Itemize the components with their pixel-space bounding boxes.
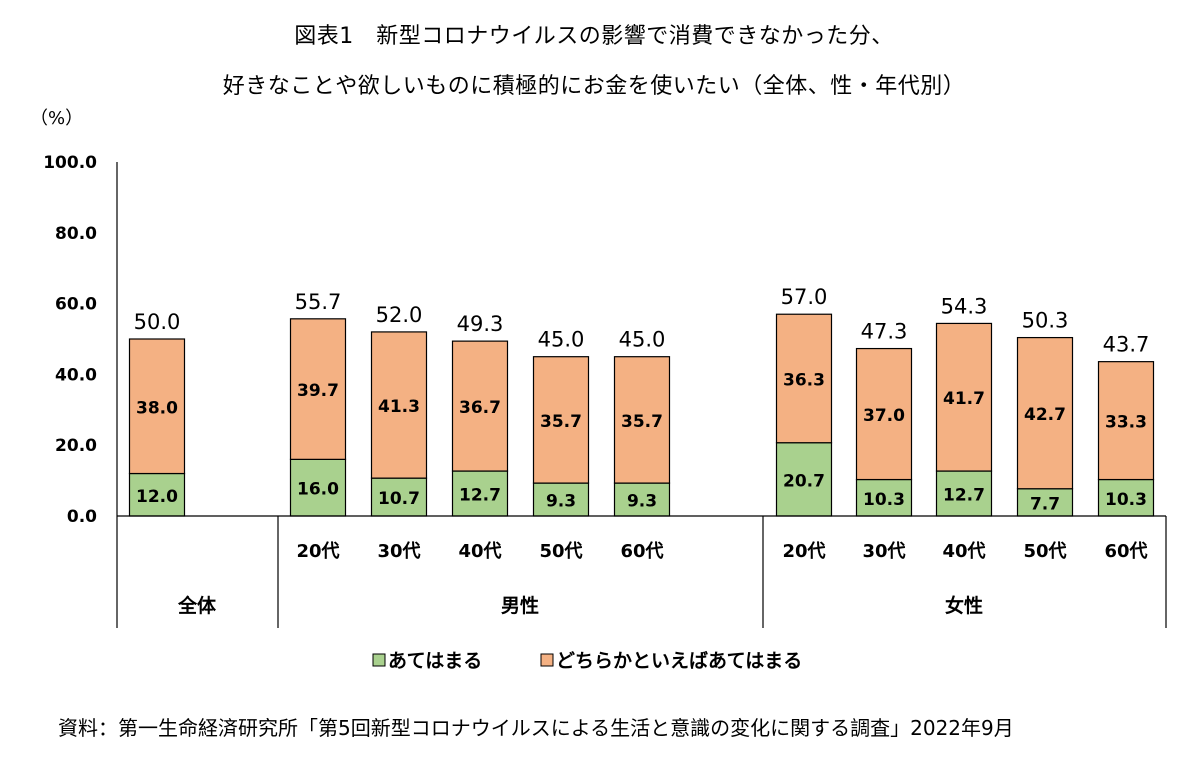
chart-title-line-1: 図表1 新型コロナウイルスの影響で消費できなかった分、 <box>294 24 894 49</box>
data-label-dochiraka: 33.3 <box>1105 413 1147 433</box>
bar-segment-dochiraka <box>1097 361 1155 481</box>
data-label-atehamaru: 9.3 <box>627 492 657 512</box>
y-tick-label: 0.0 <box>67 507 97 527</box>
bar-segment-dochiraka <box>855 347 913 481</box>
data-label-atehamaru: 9.3 <box>546 492 576 512</box>
data-label-dochiraka: 35.7 <box>540 412 582 432</box>
legend-label-dochiraka: どちらかといえばあてはまる <box>556 650 802 672</box>
x-category-label: 20代 <box>296 541 339 562</box>
x-category-label: 20代 <box>782 541 825 562</box>
total-label: 49.3 <box>457 312 504 336</box>
data-label-atehamaru: 7.7 <box>1030 494 1060 514</box>
bar-segment-dochiraka <box>128 338 186 475</box>
data-label-atehamaru: 20.7 <box>783 471 825 491</box>
total-label: 45.0 <box>619 328 666 352</box>
x-category-label: 60代 <box>620 541 663 562</box>
bar-segment-dochiraka <box>613 356 671 484</box>
bar-segment-dochiraka <box>935 322 993 472</box>
total-label: 50.3 <box>1022 309 1069 333</box>
source-note: 資料：第一生命経済研究所「第5回新型コロナウイルスによる生活と意識の変化に関する… <box>58 716 1014 740</box>
total-label: 54.3 <box>941 294 988 318</box>
y-tick-label: 20.0 <box>55 436 97 456</box>
data-label-dochiraka: 36.3 <box>783 370 825 390</box>
x-category-label: 50代 <box>539 541 582 562</box>
data-label-atehamaru: 12.7 <box>943 486 985 506</box>
bar-segment-dochiraka <box>775 313 833 444</box>
data-label-dochiraka: 37.0 <box>863 406 905 426</box>
data-label-dochiraka: 41.7 <box>943 389 985 409</box>
bar-segment-dochiraka <box>451 340 509 472</box>
x-category-label: 30代 <box>377 541 420 562</box>
legend-swatch-atehamaru <box>372 653 386 667</box>
data-label-dochiraka: 36.7 <box>459 398 501 418</box>
data-label-atehamaru: 12.0 <box>136 487 178 507</box>
y-axis-unit-label: （%） <box>30 108 83 129</box>
data-label-atehamaru: 10.3 <box>1105 490 1147 510</box>
chart-title-line-2: 好きなことや欲しいものに積極的にお金を使いたい（全体、性・年代別） <box>222 74 966 99</box>
bar-segment-atehamaru <box>935 470 993 517</box>
legend-swatch-dochiraka <box>540 653 554 667</box>
total-label: 47.3 <box>861 320 908 344</box>
x-category-label: 60代 <box>1104 541 1147 562</box>
bar-segment-dochiraka <box>289 318 347 460</box>
x-category-label: 40代 <box>458 541 501 562</box>
x-group-label: 全体 <box>177 594 217 617</box>
total-label: 50.0 <box>134 310 181 334</box>
data-label-dochiraka: 39.7 <box>297 381 339 401</box>
data-label-dochiraka: 38.0 <box>136 398 178 418</box>
total-label: 45.0 <box>538 328 585 352</box>
x-category-label: 50代 <box>1023 541 1066 562</box>
total-label: 52.0 <box>376 303 423 327</box>
x-category-label: 30代 <box>862 541 905 562</box>
x-category-label: 40代 <box>942 541 985 562</box>
data-label-dochiraka: 42.7 <box>1024 405 1066 425</box>
bar-segment-atehamaru <box>128 472 186 517</box>
data-label-dochiraka: 35.7 <box>621 412 663 432</box>
bar-segment-dochiraka <box>1016 336 1074 490</box>
y-tick-label: 60.0 <box>55 295 97 315</box>
y-tick-label: 80.0 <box>55 224 97 244</box>
legend-label-atehamaru: あてはまる <box>388 650 482 672</box>
data-label-atehamaru: 10.7 <box>378 489 420 509</box>
data-label-atehamaru: 12.7 <box>459 486 501 506</box>
y-tick-label: 100.0 <box>43 153 97 173</box>
total-label: 43.7 <box>1103 333 1150 357</box>
x-group-label: 男性 <box>501 594 539 617</box>
total-label: 57.0 <box>781 285 828 309</box>
y-tick-label: 40.0 <box>55 365 97 385</box>
data-label-atehamaru: 10.3 <box>863 490 905 510</box>
data-label-dochiraka: 41.3 <box>378 397 420 417</box>
bar-segment-dochiraka <box>370 331 428 479</box>
x-group-label: 女性 <box>945 594 983 617</box>
bar-segment-atehamaru <box>1016 488 1074 517</box>
bar-segment-dochiraka <box>532 356 590 484</box>
data-label-atehamaru: 16.0 <box>297 480 339 500</box>
total-label: 55.7 <box>295 290 342 314</box>
bar-segment-atehamaru <box>613 482 671 517</box>
